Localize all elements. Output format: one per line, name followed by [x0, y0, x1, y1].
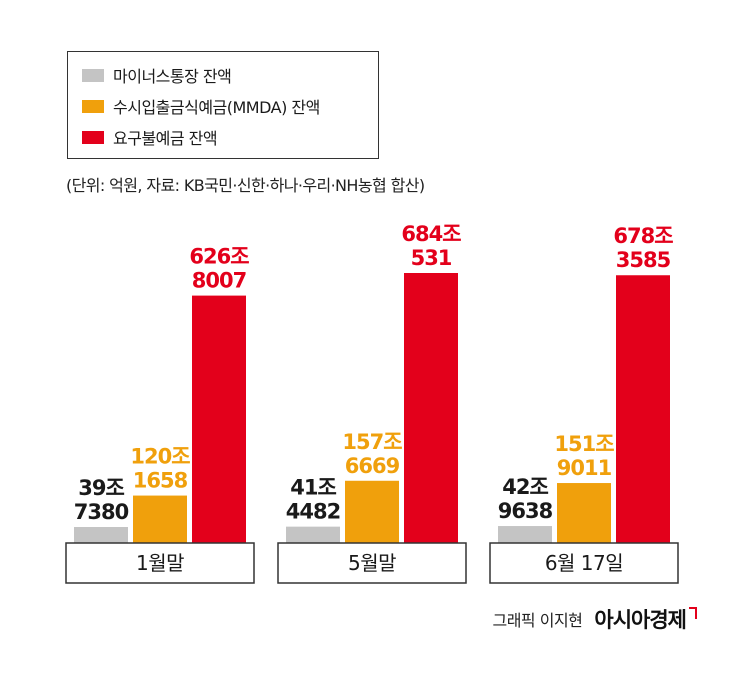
data-label-demand-deposit-2-line1: 684조	[401, 222, 461, 246]
category-box-2	[277, 542, 467, 584]
data-label-overdraft-3-line1: 42조	[502, 475, 548, 499]
data-label-mmda-3-line2: 9011	[557, 456, 612, 480]
legend-item-demand-deposit: 요구불예금 잔액	[82, 124, 218, 150]
bar-demand-deposit-2	[404, 273, 458, 543]
bar-mmda-1	[133, 495, 187, 543]
unit-source-note: (단위: 억원, 자료: KB국민·신한·하나·우리·NH농협 합산)	[66, 176, 425, 195]
data-label-demand-deposit-2-line2: 531	[411, 246, 452, 270]
legend-swatch-overdraft	[82, 68, 104, 82]
data-label-mmda-1-line1: 120조	[130, 445, 190, 469]
legend-item-mmda: 수시입출금식예금(MMDA) 잔액	[82, 93, 320, 119]
bar-mmda-3	[557, 483, 611, 543]
category-label-3: 6월 17일	[545, 551, 623, 575]
legend-label-mmda: 수시입출금식예금(MMDA) 잔액	[113, 98, 320, 117]
data-label-demand-deposit-1-line1: 626조	[189, 245, 249, 269]
data-label-demand-deposit-1-line2: 8007	[192, 269, 246, 293]
legend-swatch-mmda	[82, 99, 104, 113]
data-label-overdraft-3-line2: 9638	[498, 499, 553, 523]
publisher-logo: 아시아경제	[594, 608, 687, 632]
category-label-2: 5월말	[348, 551, 396, 575]
data-label-mmda-3-line1: 151조	[554, 432, 614, 456]
data-label-demand-deposit-3-line1: 678조	[613, 224, 673, 248]
category-box-3	[489, 542, 679, 584]
publisher-logo-mark-icon	[689, 607, 697, 619]
bar-demand-deposit-3	[616, 275, 670, 543]
legend-swatch-demand-deposit	[82, 130, 104, 144]
data-label-overdraft-1-line2: 7380	[74, 500, 129, 524]
legend-item-overdraft: 마이너스통장 잔액	[82, 62, 232, 88]
credit-line: 그래픽 이지현 아시아경제	[492, 604, 697, 634]
graphic-credit: 그래픽 이지현	[492, 611, 583, 630]
bar-overdraft-2	[286, 526, 340, 543]
bar-overdraft-3	[498, 526, 552, 543]
category-box-1	[65, 542, 255, 584]
legend-box: 마이너스통장 잔액 수시입출금식예금(MMDA) 잔액 요구불예금 잔액	[67, 51, 379, 159]
legend-label-demand-deposit: 요구불예금 잔액	[113, 129, 218, 148]
data-label-overdraft-1-line1: 39조	[78, 476, 124, 500]
legend-label-overdraft: 마이너스통장 잔액	[113, 67, 232, 86]
category-label-1: 1월말	[136, 551, 184, 575]
data-label-mmda-2-line1: 157조	[342, 430, 402, 454]
data-label-overdraft-2-line2: 4482	[286, 500, 340, 524]
data-label-demand-deposit-3-line2: 3585	[616, 248, 671, 272]
bar-mmda-2	[345, 480, 399, 543]
bar-demand-deposit-1	[192, 295, 246, 543]
data-label-mmda-2-line2: 6669	[345, 454, 400, 478]
bar-overdraft-1	[74, 527, 128, 543]
data-label-mmda-1-line2: 1658	[133, 469, 188, 493]
data-label-overdraft-2-line1: 41조	[290, 476, 336, 500]
